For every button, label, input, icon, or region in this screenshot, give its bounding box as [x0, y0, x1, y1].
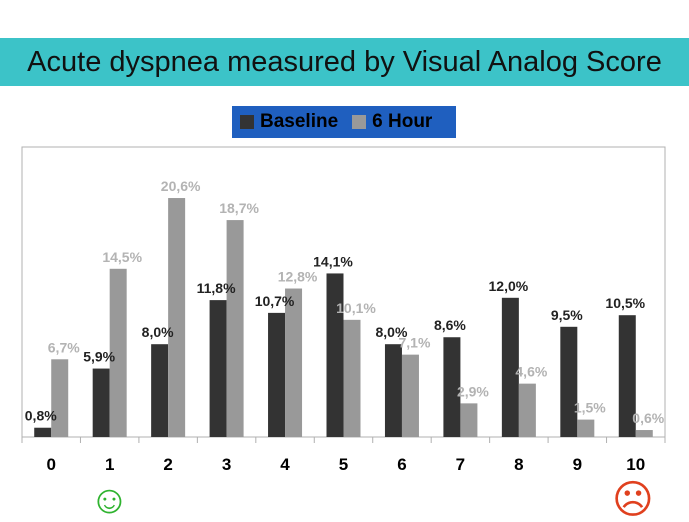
data-label-baseline: 11,8% [197, 280, 236, 296]
bar-baseline [92, 368, 110, 437]
data-label-baseline: 14,1% [313, 253, 353, 269]
legend-swatch-baseline [240, 115, 254, 129]
data-label-baseline: 8,0% [375, 324, 407, 340]
x-tick-label: 5 [339, 455, 348, 474]
bar-baseline [443, 337, 461, 437]
x-tick-label: 6 [397, 455, 406, 474]
data-label-6-hour: 18,7% [219, 200, 259, 216]
data-label-baseline: 9,5% [551, 307, 583, 323]
bar-baseline [384, 344, 402, 437]
data-label-6-hour: 4,6% [515, 364, 547, 380]
bar-6-hour [51, 359, 69, 437]
bar-6-hour [226, 220, 244, 437]
bar-baseline [151, 344, 169, 437]
x-tick-label: 2 [163, 455, 172, 474]
data-label-6-hour: 2,9% [457, 383, 489, 399]
title-bar: Acute dyspnea measured by Visual Analog … [0, 38, 689, 86]
x-tick-label: 10 [626, 455, 645, 474]
data-label-6-hour: 14,5% [102, 249, 142, 265]
bar-6-hour [401, 354, 419, 437]
data-label-baseline: 10,7% [255, 293, 295, 309]
data-label-baseline: 8,6% [434, 317, 466, 333]
bar-6-hour [285, 288, 303, 437]
data-label-6-hour: 6,7% [48, 339, 80, 355]
x-tick-label: 7 [456, 455, 465, 474]
data-label-6-hour: 7,1% [398, 335, 430, 351]
legend-swatch-6-hour [352, 115, 367, 129]
data-label-baseline: 10,5% [605, 295, 645, 311]
data-label-baseline: 12,0% [489, 278, 529, 294]
sad-face-icon: ☹ [612, 478, 654, 522]
x-tick-label: 0 [46, 455, 55, 474]
x-tick-label: 8 [514, 455, 523, 474]
x-tick-label: 9 [573, 455, 582, 474]
data-label-baseline: 0,8% [25, 408, 57, 424]
chart-title: Acute dyspnea measured by Visual Analog … [27, 46, 662, 78]
legend-label-6-hour: 6 Hour [372, 111, 433, 132]
bar-6-hour [168, 198, 186, 437]
x-tick-label: 4 [280, 455, 290, 474]
bar-6-hour [577, 419, 595, 437]
bar-6-hour [109, 268, 127, 437]
bar-6-hour [635, 430, 653, 437]
data-label-baseline: 5,9% [83, 349, 115, 365]
happy-face-icon: ☺ [89, 478, 130, 522]
bar-baseline [618, 315, 636, 437]
x-tick-label: 1 [105, 455, 114, 474]
x-tick-label: 3 [222, 455, 231, 474]
legend-label-baseline: Baseline [260, 111, 339, 132]
data-label-6-hour: 10,1% [336, 300, 376, 316]
bar-baseline [326, 273, 344, 437]
data-label-baseline: 8,0% [142, 324, 174, 340]
data-label-6-hour: 1,5% [574, 400, 606, 416]
bar-6-hour [460, 403, 478, 437]
bar-baseline [209, 300, 227, 437]
data-label-6-hour: 12,8% [278, 269, 318, 285]
bar-baseline [501, 297, 519, 437]
bar-baseline [268, 312, 286, 437]
bar-6-hour [518, 383, 536, 437]
bar-baseline [560, 326, 578, 437]
data-label-6-hour: 0,6% [632, 410, 664, 426]
legend: Baseline 6 Hour [232, 106, 456, 138]
bar-6-hour [343, 319, 361, 437]
bar-baseline [34, 427, 52, 437]
data-label-6-hour: 20,6% [161, 178, 201, 194]
